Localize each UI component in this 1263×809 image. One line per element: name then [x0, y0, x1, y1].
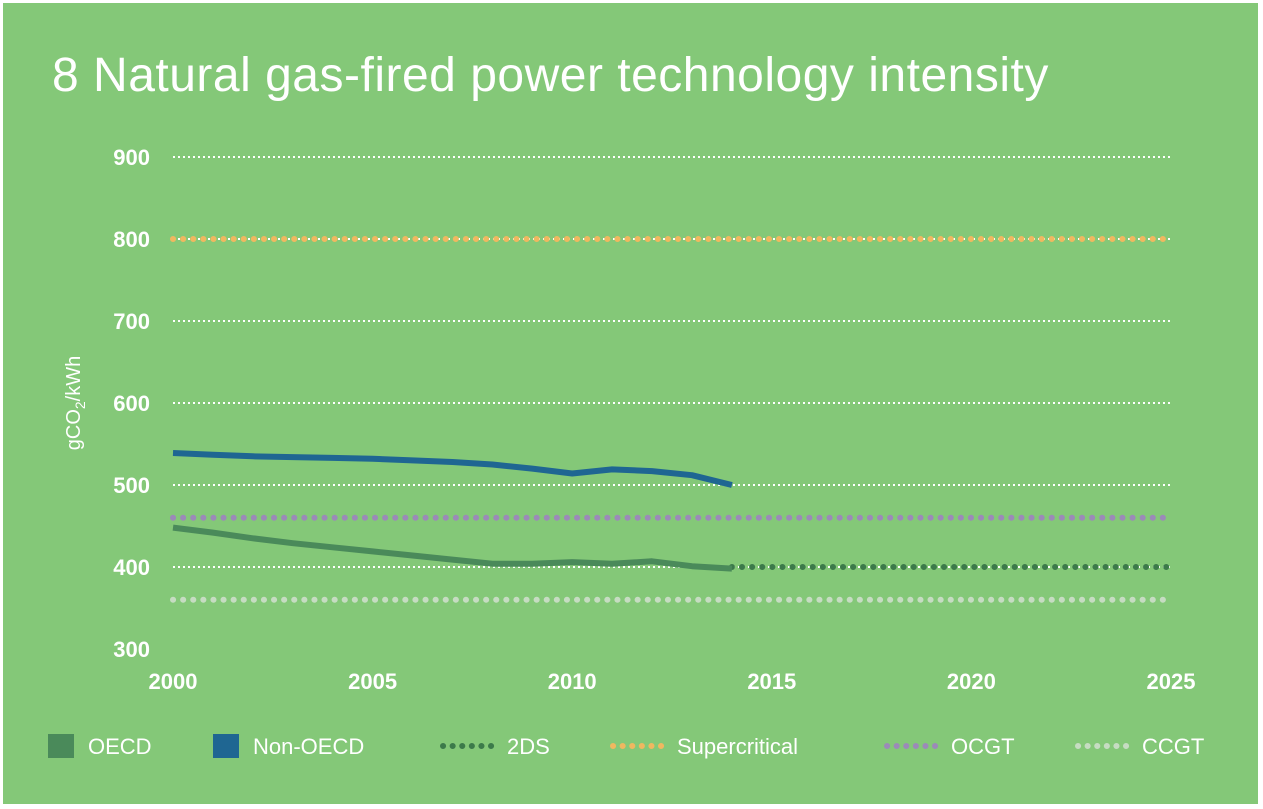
- x-tick-label-2000: 2000: [149, 669, 198, 694]
- y-tick-label-400: 400: [113, 555, 150, 580]
- chart-title: 8 Natural gas-fired power technology int…: [52, 49, 1049, 102]
- y-tick-label-300: 300: [113, 637, 150, 662]
- x-axis-ticks: 2000 2005 2010 2015 2020 2025: [149, 669, 1196, 694]
- series-line-non-oecd: [172, 450, 733, 488]
- y-tick-label-700: 700: [113, 309, 150, 334]
- x-tick-label-2015: 2015: [747, 669, 796, 694]
- x-tick-label-2025: 2025: [1147, 669, 1196, 694]
- gridlines: [173, 156, 1171, 568]
- y-tick-label-600: 600: [113, 391, 150, 416]
- x-tick-label-2005: 2005: [348, 669, 397, 694]
- series-group: [170, 236, 1174, 603]
- y-tick-label-800: 800: [113, 227, 150, 252]
- legend-label-ccgt: CCGT: [1142, 734, 1204, 759]
- y-axis-label: gCO2/kWh: [63, 356, 88, 450]
- y-axis-ticks: 300 400 500 600 700 800 900: [113, 145, 150, 662]
- y-axis-label-subscript: 2: [72, 401, 88, 409]
- y-axis-label-part2: /kWh: [63, 356, 85, 402]
- y-tick-label-900: 900: [113, 145, 150, 170]
- legend: OECD Non-OECD 2DS Supercritical OCGT CCGT: [48, 734, 1204, 759]
- y-tick-label-500: 500: [113, 473, 150, 498]
- legend-label-supercritical: Supercritical: [677, 734, 798, 759]
- x-tick-label-2010: 2010: [548, 669, 597, 694]
- x-tick-label-2020: 2020: [947, 669, 996, 694]
- legend-label-ocgt: OCGT: [951, 734, 1015, 759]
- legend-label-oecd: OECD: [88, 734, 152, 759]
- legend-label-non-oecd: Non-OECD: [253, 734, 364, 759]
- legend-swatch-non-oecd: [213, 734, 239, 758]
- legend-label-2ds: 2DS: [507, 734, 550, 759]
- series-line-oecd: [172, 524, 733, 572]
- y-axis-label-part1: gCO: [63, 409, 85, 450]
- legend-swatch-oecd: [48, 734, 74, 758]
